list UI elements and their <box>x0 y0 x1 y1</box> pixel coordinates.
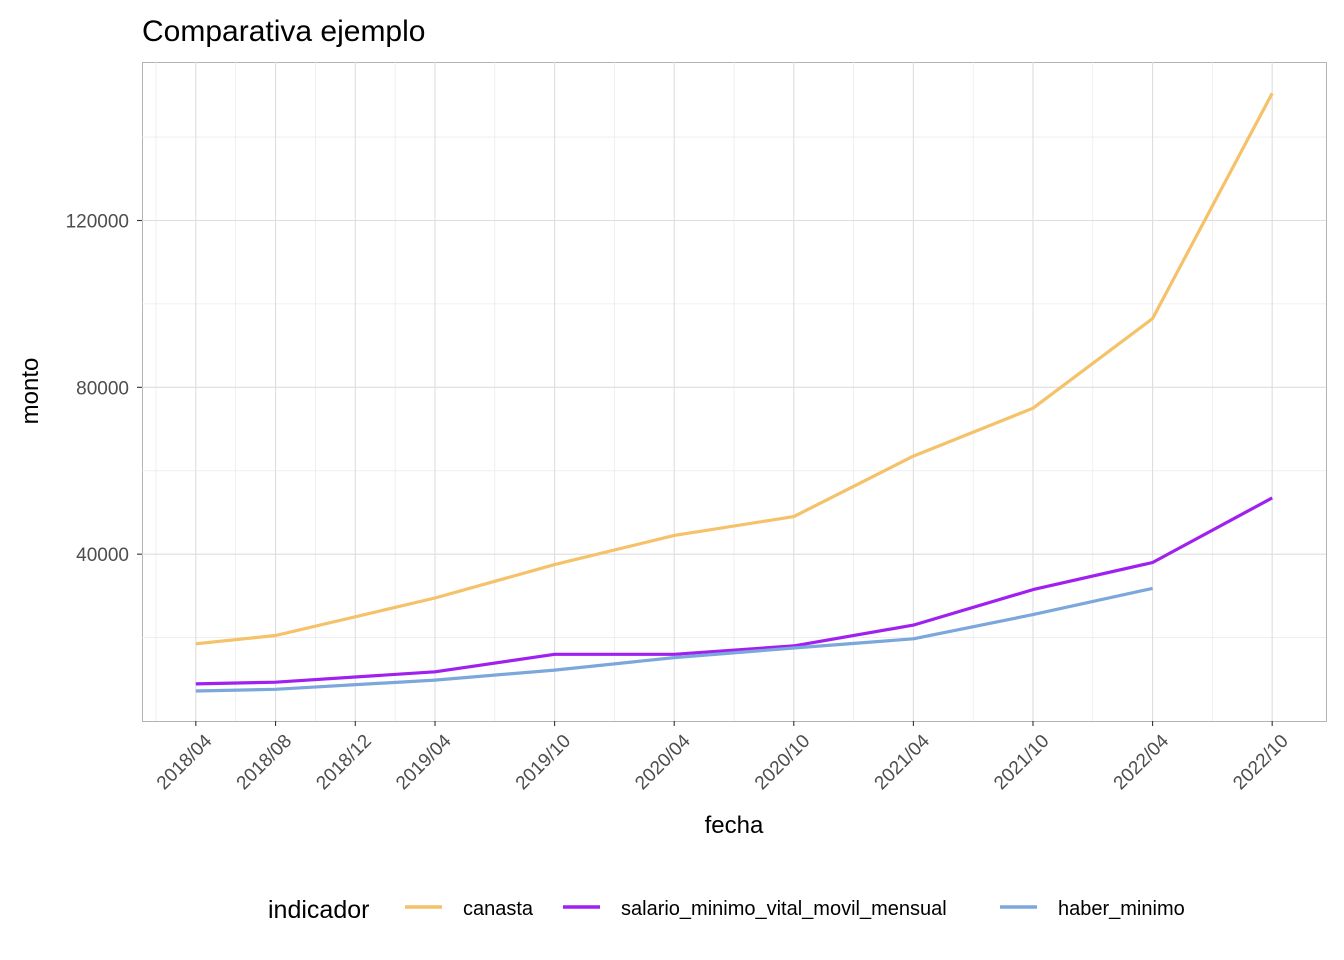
x-tick-label: 2022/04 <box>1110 730 1174 794</box>
x-tick-label: 2020/04 <box>631 730 695 794</box>
series-line-canasta <box>195 92 1274 646</box>
x-axis-ticks: 2018/04 2018/08 2018/12 2019/04 2019/10 2020/… <box>153 721 1293 794</box>
y-axis-title: monto <box>17 358 44 425</box>
x-tick-label: 2021/04 <box>871 730 935 794</box>
y-axis-ticks: 40000 80000 120000 <box>66 211 142 566</box>
series-lines <box>195 92 1274 693</box>
x-tick-label: 2018/12 <box>312 731 375 794</box>
major-grid <box>142 62 1326 721</box>
x-axis-title: fecha <box>705 812 764 839</box>
legend-label-salario-minimo-vital-movil-mensual: salario_minimo_vital_movil_mensual <box>621 898 947 920</box>
legend: indicador canasta salario_minimo_vital_mo… <box>268 896 1185 924</box>
plot-panel <box>142 62 1327 722</box>
y-tick-label: 40000 <box>76 545 129 566</box>
x-tick-label: 2019/10 <box>512 731 575 794</box>
x-tick-label: 2019/04 <box>392 730 456 794</box>
x-tick-label: 2020/10 <box>751 731 814 794</box>
legend-label-canasta: canasta <box>463 898 534 920</box>
legend-title: indicador <box>268 896 369 924</box>
series-line-salario-minimo-vital-movil-mensual <box>195 496 1273 686</box>
x-tick-label: 2018/08 <box>233 731 296 794</box>
chart-title: Comparativa ejemplo <box>142 15 425 48</box>
y-tick-label: 80000 <box>76 378 129 399</box>
minor-grid <box>142 62 1326 721</box>
x-tick-label: 2018/04 <box>153 730 217 794</box>
x-tick-label: 2022/10 <box>1229 731 1292 794</box>
x-tick-label: 2021/10 <box>990 731 1053 794</box>
legend-label-haber-minimo: haber_minimo <box>1058 898 1185 920</box>
y-tick-label: 120000 <box>66 211 129 232</box>
series-line-haber-minimo <box>195 586 1153 693</box>
